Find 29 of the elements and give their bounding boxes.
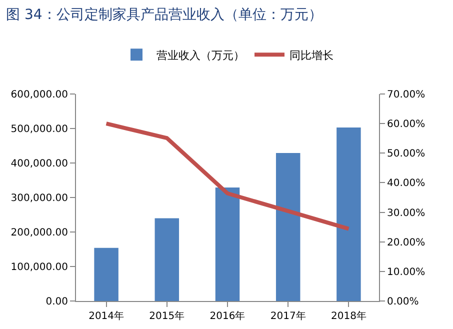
y-tick-label: 400,000.00 <box>10 158 68 170</box>
bar <box>94 248 118 301</box>
y-tick-label: 500,000.00 <box>10 124 68 135</box>
bar <box>336 127 361 301</box>
x-tick-label: 2018年 <box>330 310 366 322</box>
bar <box>276 153 300 301</box>
x-tick-label: 2015年 <box>149 310 185 322</box>
y-tick-label: 0.00 <box>46 296 68 308</box>
x-tick-label: 2016年 <box>210 310 246 322</box>
bar <box>154 218 180 301</box>
y-tick-label: 100,000.00 <box>10 262 68 273</box>
chart-title: 图 34：公司定制家具产品营业收入（单位：万元） <box>5 6 324 25</box>
y-tick-label: 300,000.00 <box>10 193 68 204</box>
bar <box>215 188 240 301</box>
legend-label: 营业收入（万元） <box>156 48 244 62</box>
y2-tick-label: 20.00% <box>387 237 426 248</box>
y2-tick-label: 50.00% <box>387 148 426 160</box>
x-tick-label: 2014年 <box>88 310 124 322</box>
y2-tick-label: 10.00% <box>387 266 426 278</box>
line-series <box>104 122 351 231</box>
x-tick-label: 2017年 <box>270 310 306 322</box>
y2-tick-label: 40.00% <box>387 178 426 190</box>
y2-tick-label: 70.00% <box>387 90 426 100</box>
y2-tick-label: 60.00% <box>387 119 426 130</box>
y-tick-label: 200,000.00 <box>10 228 68 238</box>
legend-label: 同比增长 <box>290 48 334 62</box>
y2-tick-label: 0.00% <box>387 296 419 308</box>
y-tick-label: 600,000.00 <box>10 90 68 100</box>
y2-tick-label: 30.00% <box>387 208 426 219</box>
